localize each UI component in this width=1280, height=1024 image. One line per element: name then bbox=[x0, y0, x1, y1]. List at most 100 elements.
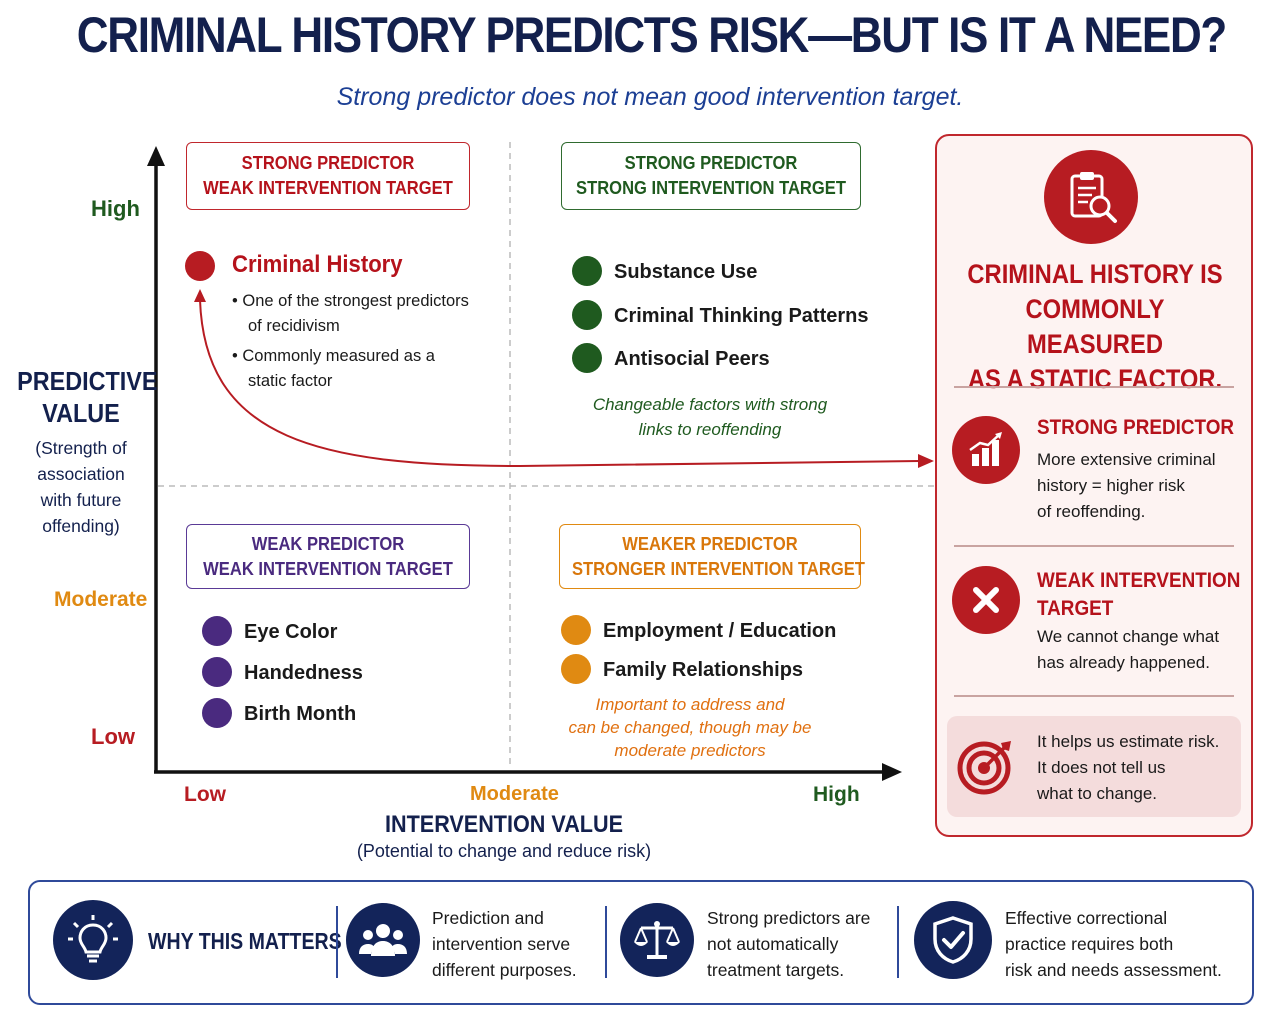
bullet-2-line1: Commonly measured as a bbox=[242, 347, 435, 365]
quadrant-header-line1: WEAKER PREDICTOR bbox=[622, 533, 798, 554]
panel-divider bbox=[954, 695, 1234, 697]
substance-use-label: Substance Use bbox=[614, 261, 758, 283]
lightbulb-icon bbox=[53, 900, 133, 980]
weak-text-line1: We cannot change what bbox=[1037, 627, 1220, 646]
y-axis-arrowhead bbox=[147, 146, 165, 166]
family-label: Family Relationships bbox=[603, 659, 804, 681]
insight-line3: what to change. bbox=[1037, 784, 1158, 803]
weak-text-line2: has already happened. bbox=[1037, 653, 1210, 672]
bullet-1-line1: One of the strongest predictors bbox=[242, 292, 469, 310]
bottom-item-1: Prediction and intervention serve differ… bbox=[432, 905, 577, 983]
eye-color-dot bbox=[202, 616, 232, 646]
item2-line1: Strong predictors are bbox=[707, 908, 871, 928]
x-circle-icon bbox=[952, 566, 1020, 634]
employment-dot bbox=[561, 615, 591, 645]
item3-line1: Effective correctional bbox=[1005, 908, 1168, 928]
link-arrow-head-up bbox=[194, 289, 206, 302]
bottom-item-2: Strong predictors are not automatically … bbox=[707, 905, 870, 983]
bullet-2: • Commonly measured as a static factor bbox=[232, 344, 435, 394]
note-line2: links to reoffending bbox=[638, 420, 782, 439]
panel-headline: CRIMINAL HISTORY IS COMMONLY MEASURED AS… bbox=[959, 257, 1232, 397]
criminal-thinking-label: Criminal Thinking Patterns bbox=[614, 305, 869, 327]
separator bbox=[605, 906, 607, 978]
item1-line3: different purposes. bbox=[432, 960, 577, 980]
strong-text-line2: history = higher risk bbox=[1037, 476, 1185, 495]
family-dot bbox=[561, 654, 591, 684]
antisocial-peers-label: Antisocial Peers bbox=[614, 348, 770, 370]
weak-title-line2: TARGET bbox=[1037, 597, 1114, 620]
top-right-note: Changeable factors with strong links to … bbox=[560, 392, 860, 442]
note-line1: Changeable factors with strong bbox=[592, 395, 828, 414]
scales-icon bbox=[620, 903, 694, 977]
note-line1: Important to address and bbox=[595, 695, 785, 714]
quadrant-header-top-left: STRONG PREDICTOR WEAK INTERVENTION TARGE… bbox=[186, 142, 470, 210]
note-line2: can be changed, though may be bbox=[568, 718, 812, 737]
criminal-history-dot bbox=[185, 251, 215, 281]
y-axis-title-line2: VALUE bbox=[42, 398, 120, 428]
bullet-1-line2: of recidivism bbox=[248, 317, 340, 335]
separator bbox=[897, 906, 899, 978]
item3-line2: practice requires both bbox=[1005, 934, 1174, 954]
x-tick-moderate: Moderate bbox=[470, 783, 559, 805]
item1-line1: Prediction and bbox=[432, 908, 544, 928]
y-tick-moderate: Moderate bbox=[54, 588, 148, 611]
quadrant-header-line2: STRONGER INTERVENTION TARGET bbox=[572, 558, 865, 579]
quadrant-header-bottom-right: WEAKER PREDICTOR STRONGER INTERVENTION T… bbox=[559, 524, 865, 589]
item1-line2: intervention serve bbox=[432, 934, 571, 954]
quadrant-header-line1: STRONG PREDICTOR bbox=[624, 153, 798, 173]
item3-line3: risk and needs assessment. bbox=[1005, 960, 1222, 980]
panel-headline-line1: CRIMINAL HISTORY IS bbox=[967, 259, 1223, 289]
clipboard-search-icon bbox=[1044, 150, 1138, 244]
bar-chart-up-icon bbox=[952, 416, 1020, 484]
page-subtitle: Strong predictor does not mean good inte… bbox=[336, 83, 964, 111]
birth-month-dot bbox=[202, 698, 232, 728]
y-axis-title-line1: PREDICTIVE bbox=[17, 366, 158, 396]
bullet-2-line2: static factor bbox=[248, 372, 333, 390]
y-axis-sub-line4: offending) bbox=[42, 516, 120, 536]
x-axis-arrowhead bbox=[882, 763, 902, 781]
quadrant-header-line1: WEAK PREDICTOR bbox=[251, 533, 405, 554]
weak-target-text: We cannot change what has already happen… bbox=[1037, 624, 1219, 676]
link-arrow bbox=[199, 299, 921, 468]
quadrant-header-line2: WEAK INTERVENTION TARGET bbox=[203, 178, 453, 198]
note-line3: moderate predictors bbox=[614, 741, 766, 760]
bullet-1: • One of the strongest predictors of rec… bbox=[232, 289, 469, 339]
x-axis-title: INTERVENTION VALUE bbox=[384, 811, 624, 838]
y-axis-sub-line2: association bbox=[37, 464, 125, 484]
y-tick-low: Low bbox=[91, 724, 135, 749]
panel-headline-line2: COMMONLY MEASURED bbox=[1025, 294, 1165, 359]
strong-text-line1: More extensive criminal bbox=[1037, 450, 1216, 469]
quadrant-header-line2: STRONG INTERVENTION TARGET bbox=[576, 178, 846, 198]
page-title: CRIMINAL HISTORY PREDICTS RISK—BUT IS IT… bbox=[76, 7, 1228, 63]
insight-box bbox=[947, 716, 1241, 817]
y-axis-sub-line1: (Strength of bbox=[35, 438, 127, 458]
y-axis-sub-line3: with future bbox=[40, 490, 122, 510]
quadrant-header-line2: WEAK INTERVENTION TARGET bbox=[203, 558, 453, 579]
strong-predictor-text: More extensive criminal history = higher… bbox=[1037, 447, 1216, 525]
x-tick-low: Low bbox=[184, 783, 226, 806]
panel-divider bbox=[954, 386, 1234, 388]
substance-use-dot bbox=[572, 256, 602, 286]
insight-line2: It does not tell us bbox=[1037, 758, 1166, 777]
birth-month-label: Birth Month bbox=[244, 703, 357, 725]
link-arrow-head-right bbox=[918, 454, 934, 468]
weak-title-line1: WEAK INTERVENTION bbox=[1037, 569, 1241, 592]
y-tick-high: High bbox=[91, 196, 140, 221]
strong-predictor-title: STRONG PREDICTOR bbox=[1037, 416, 1235, 439]
panel-divider bbox=[954, 545, 1234, 547]
x-tick-high: High bbox=[813, 783, 860, 806]
quadrant-header-bottom-left: WEAK PREDICTOR WEAK INTERVENTION TARGET bbox=[186, 524, 470, 589]
item2-line2: not automatically bbox=[707, 934, 839, 954]
item2-line3: treatment targets. bbox=[707, 960, 845, 980]
quadrant-header-top-right: STRONG PREDICTOR STRONG INTERVENTION TAR… bbox=[561, 142, 861, 210]
criminal-history-label: Criminal History bbox=[232, 251, 403, 278]
bottom-item-3: Effective correctional practice requires… bbox=[1005, 905, 1222, 983]
why-this-matters-label: WHY THIS MATTERS bbox=[148, 928, 342, 954]
insight-line1: It helps us estimate risk. bbox=[1037, 732, 1220, 751]
target-icon bbox=[957, 737, 1015, 795]
weak-target-title: WEAK INTERVENTION TARGET bbox=[1037, 567, 1240, 623]
x-axis-subtitle: (Potential to change and reduce risk) bbox=[356, 841, 652, 861]
people-icon bbox=[346, 903, 420, 977]
bottom-right-note: Important to address and can be changed,… bbox=[540, 693, 840, 762]
